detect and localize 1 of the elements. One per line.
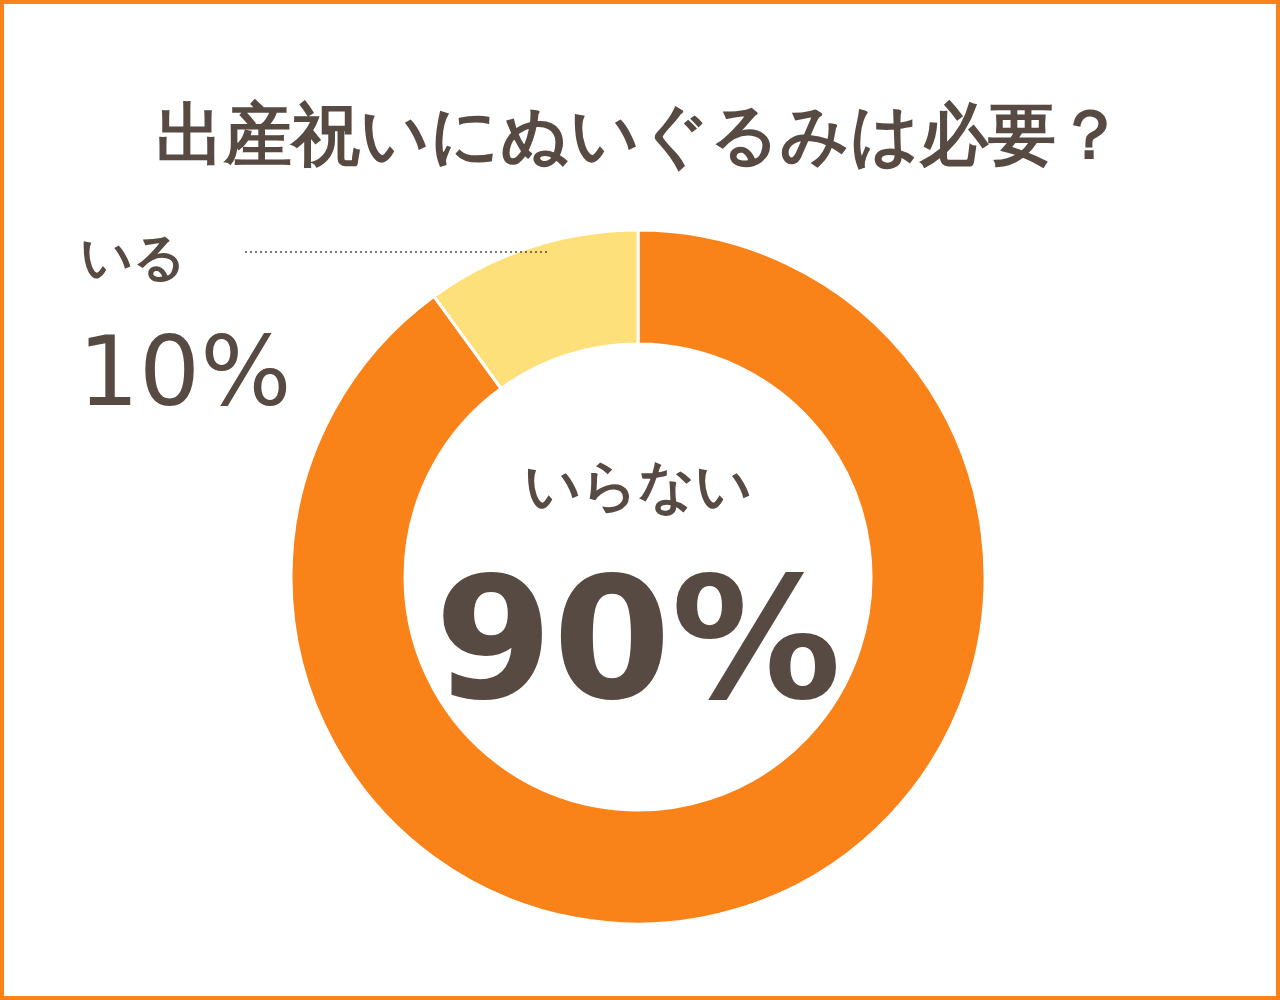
title: 出産祝いにぬいぐるみは必要？ <box>156 95 1124 174</box>
